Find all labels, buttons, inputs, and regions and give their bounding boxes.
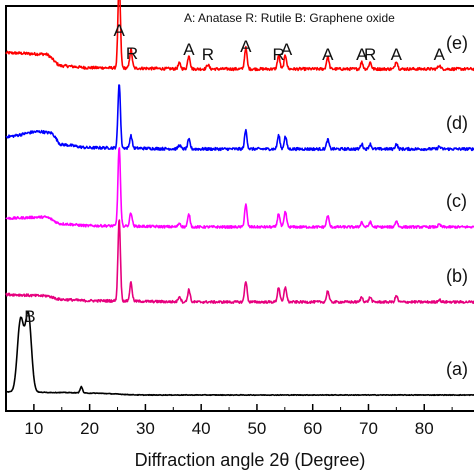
x-tick-label: 50 [247,419,266,438]
x-tick-label: 80 [415,419,434,438]
x-tick-label: 60 [303,419,322,438]
peak-label: A [281,40,293,59]
peak-label: A [240,37,252,56]
series-line [5,84,474,152]
x-tick-label: 30 [136,419,155,438]
peak-label: A [434,45,446,64]
x-axis-ticks: 10 20 30 40 50 60 70 80 [5,404,453,438]
peak-label: R [126,44,138,63]
series-lines [5,0,474,397]
series-label: (e) [446,33,468,53]
peak-label: A [183,40,195,59]
curve-labels: (e) (d) (c) (b) (a) [446,33,468,379]
peak-label: A [356,45,368,64]
series-label: (b) [446,266,468,286]
peak-label: A [322,45,334,64]
series-label: (d) [446,113,468,133]
series-line [5,147,474,229]
plot-frame [5,5,474,412]
plot-area [5,5,474,412]
legend-text: A: Anatase R: Rutile B: Graphene oxide [184,11,395,25]
series-line [5,0,474,72]
peak-label: A [391,45,403,64]
x-tick-label: 20 [80,419,99,438]
peak-label: R [202,45,214,64]
x-axis-title: Diffraction angle 2θ (Degree) [135,450,366,470]
peak-label: B [24,307,35,326]
series-label: (c) [446,191,467,211]
peak-label: R [273,45,285,64]
series-line [5,310,474,397]
peak-labels: AR A R A RA A AR A AB [24,21,445,326]
series-line [5,219,474,304]
x-tick-label: 40 [192,419,211,438]
peak-label: A [114,21,126,40]
x-tick-label: 70 [359,419,378,438]
x-tick-label: 10 [24,419,43,438]
peak-label: R [364,45,376,64]
series-label: (a) [446,359,468,379]
